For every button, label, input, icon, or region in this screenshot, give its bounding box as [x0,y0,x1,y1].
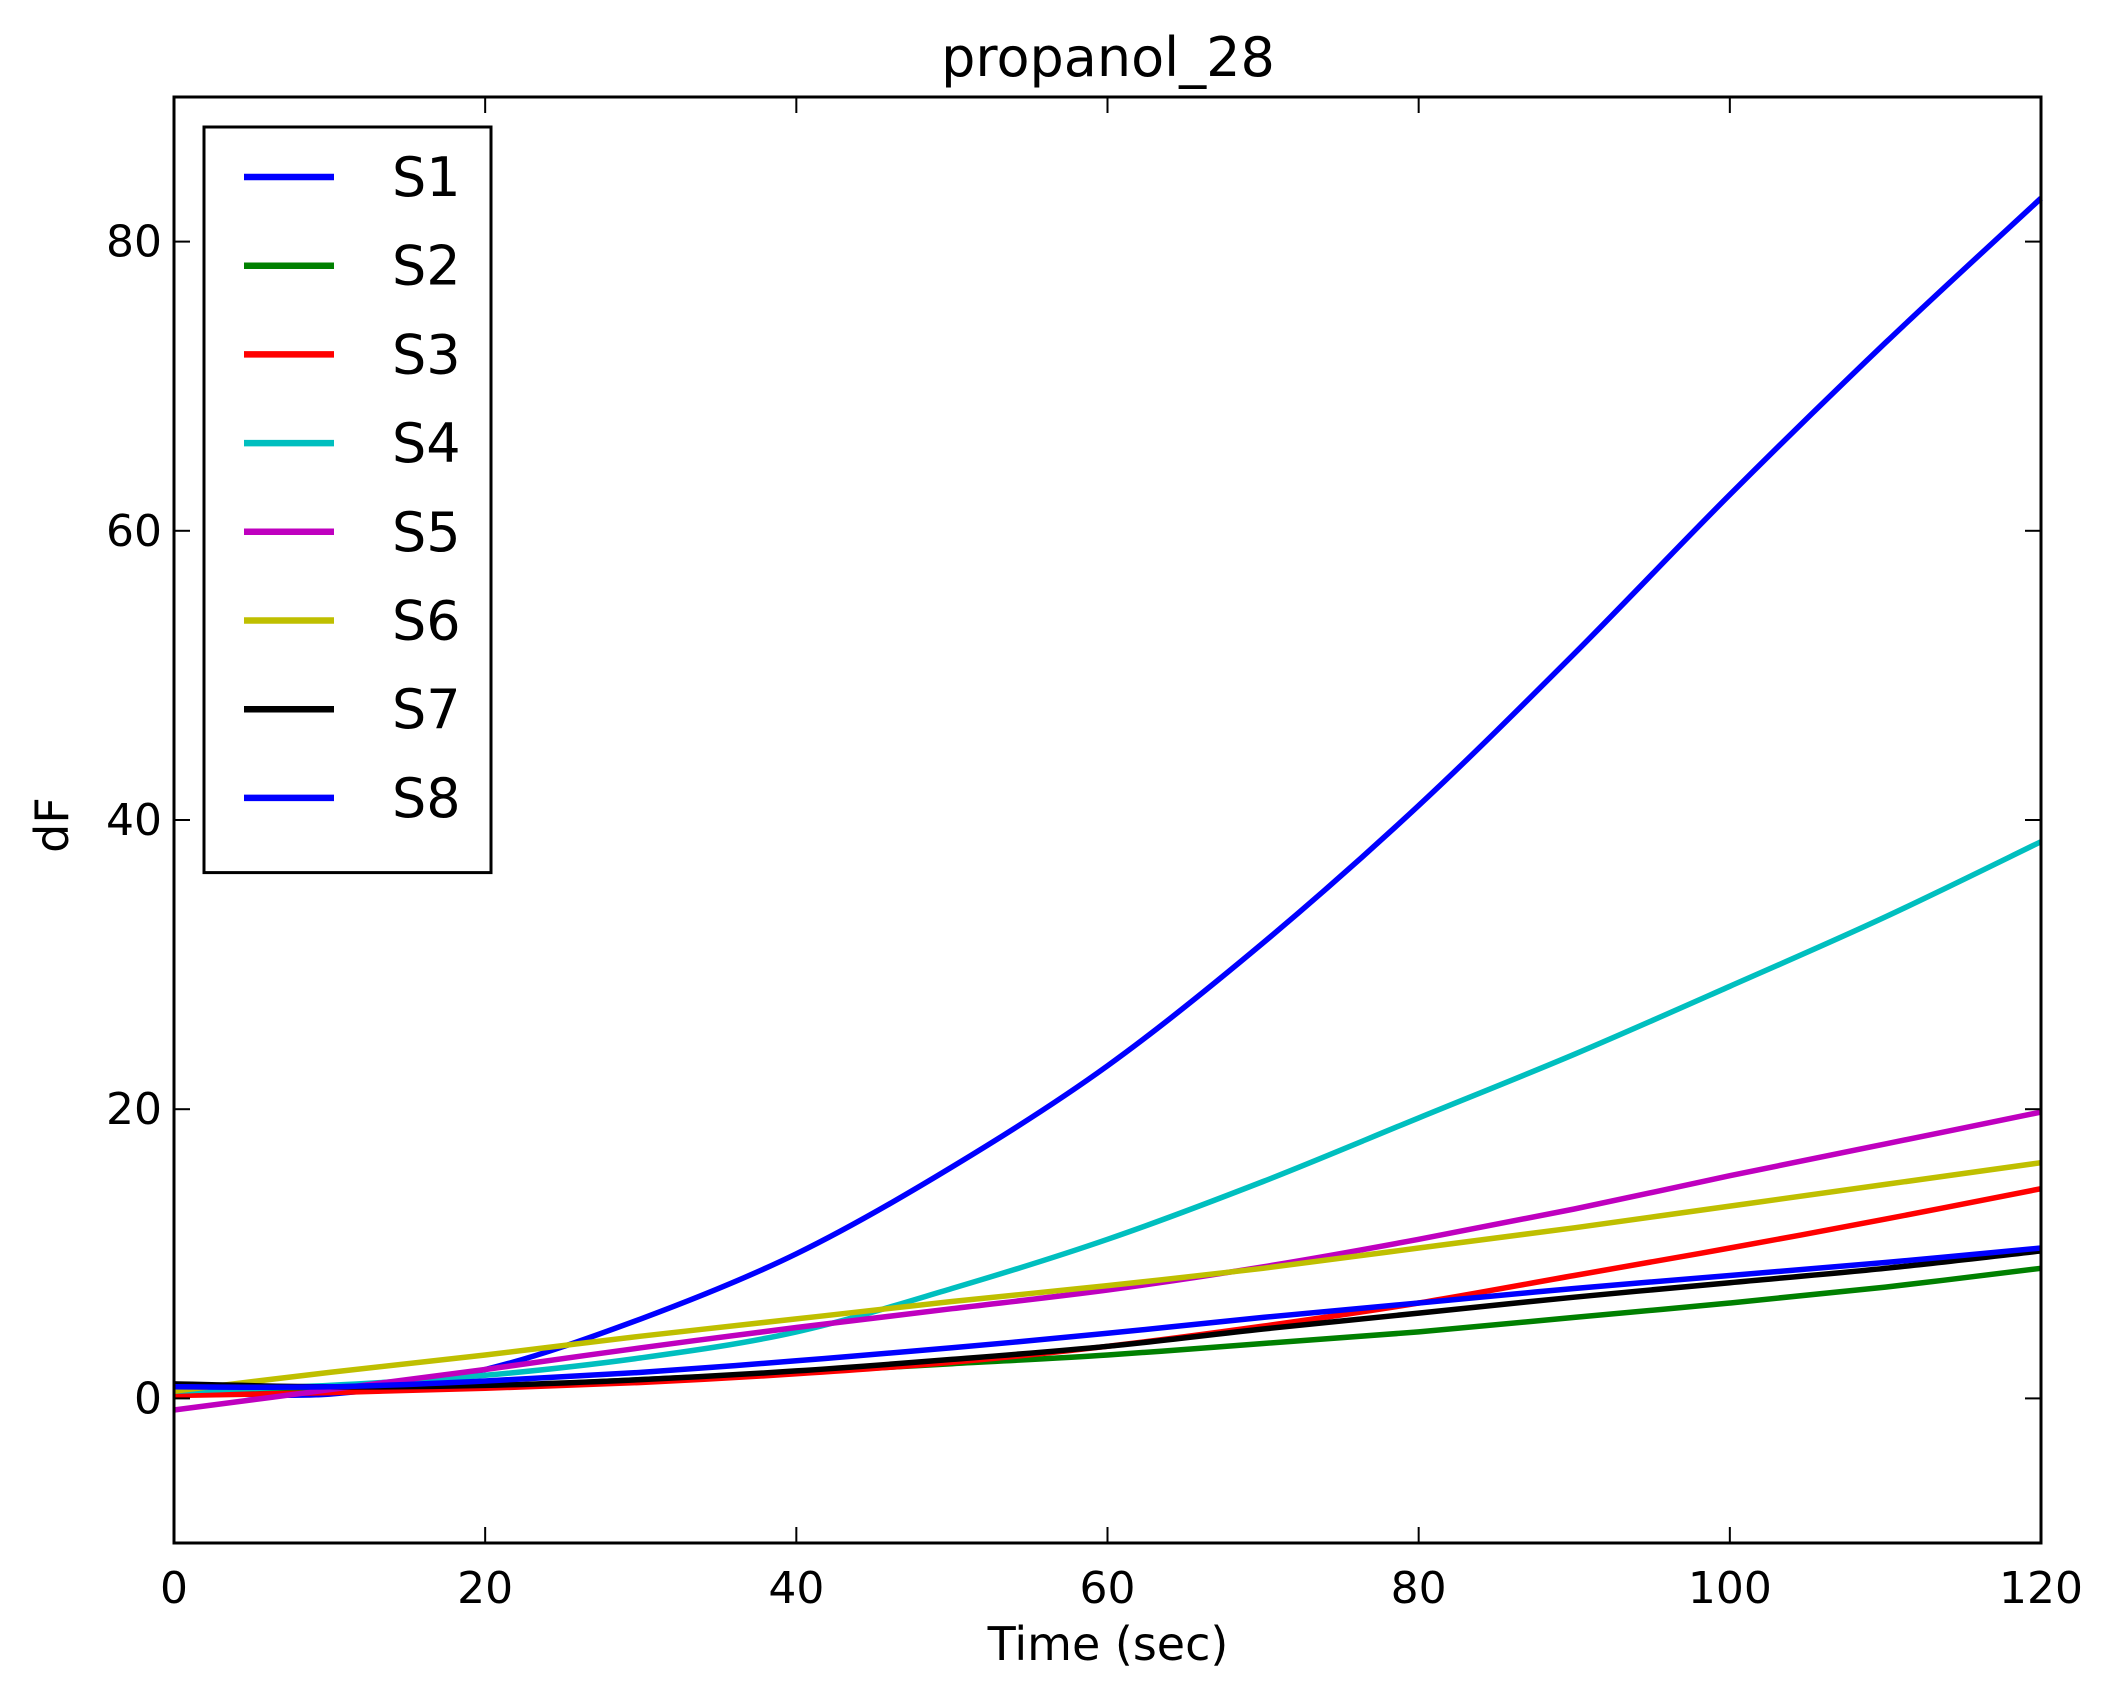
plot-area: 0 20 40 60 80 100 120 0 20 40 60 80 S1 S2 S3 S4 S5 S6 S7 S8 [106,95,2083,1614]
legend-item: S3 [244,323,461,386]
y-tick-label: 60 [106,506,162,557]
x-tick-label: 120 [1999,1563,2083,1614]
x-tick-label: 0 [160,1563,188,1614]
legend-item: S6 [244,590,461,653]
series-line-s8 [173,1245,2042,1390]
legend-label: S3 [392,323,461,386]
y-axis-label: dF [25,797,79,853]
legend-label: S7 [392,678,461,741]
legend-item: S7 [244,678,461,741]
y-tick-label: 0 [134,1373,162,1424]
chart-title: propanol_28 [941,26,1275,89]
x-tick-label: 80 [1391,1563,1447,1614]
series-line-s6 [173,1159,2042,1394]
series-line-s4 [173,839,2043,1394]
legend-item: S2 [244,235,461,298]
legend-label: S6 [392,590,461,653]
legend-box [202,125,493,875]
legend-item: S5 [244,501,461,564]
series-line-s7 [173,1248,2042,1390]
y-tick-label: 40 [106,795,162,846]
legend-item: S1 [244,146,461,209]
y-tick-label: 20 [106,1084,162,1135]
legend: S1 S2 S3 S4 S5 S6 S7 S8 [202,125,493,875]
legend-label: S5 [392,501,461,564]
x-tick-label: 20 [457,1563,513,1614]
legend-label: S2 [392,235,461,298]
legend-item: S8 [244,767,461,830]
series-line-s5 [173,1109,2042,1413]
legend-item: S4 [244,412,461,475]
legend-label: S8 [392,767,461,830]
y-tick-label: 80 [106,217,162,268]
x-tick-label: 60 [1080,1563,1136,1614]
legend-label: S4 [392,412,461,475]
x-tick-label: 100 [1688,1563,1772,1614]
legend-label: S1 [392,146,461,209]
x-axis-label: Time (sec) [987,1617,1229,1671]
x-tick-label: 40 [768,1563,824,1614]
